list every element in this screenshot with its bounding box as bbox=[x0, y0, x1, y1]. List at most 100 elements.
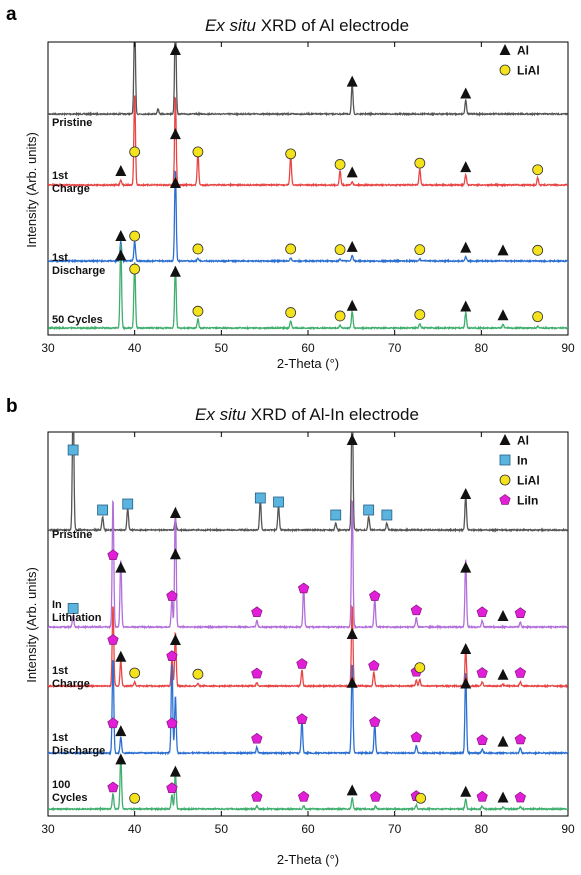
liin-phase-marker bbox=[297, 790, 310, 802]
trace-1st-charge bbox=[48, 604, 568, 689]
liin-phase-marker bbox=[368, 659, 380, 671]
al-phase-marker bbox=[169, 507, 181, 518]
lial-phase-marker bbox=[334, 310, 346, 322]
liin-phase-marker bbox=[166, 717, 178, 729]
al-phase-marker bbox=[460, 561, 472, 573]
al-phase-marker bbox=[346, 784, 358, 796]
panel-b: b Ex situ XRD of Al-In electrode Pristin… bbox=[6, 396, 575, 867]
panel-b-title: Ex situ XRD of Al-In electrode bbox=[195, 405, 419, 424]
al-phase-marker bbox=[346, 628, 358, 639]
panel-a-y-axis-label: Intensity (Arb. units) bbox=[24, 132, 39, 248]
panel-b-letter: b bbox=[6, 396, 18, 417]
liin-phase-marker bbox=[514, 607, 527, 618]
al-phase-marker bbox=[460, 488, 472, 499]
lial-phase-marker bbox=[414, 662, 426, 673]
x-tick-label: 60 bbox=[301, 822, 315, 836]
panel-a-x-axis-label: 2-Theta (°) bbox=[277, 356, 339, 371]
liin-phase-marker bbox=[476, 606, 488, 618]
al-phase-marker bbox=[169, 265, 181, 277]
al-phase-marker bbox=[460, 241, 472, 253]
lial-phase-marker bbox=[129, 263, 141, 275]
legend-lial-label: LiAl bbox=[517, 64, 540, 78]
x-tick-label: 80 bbox=[475, 341, 489, 355]
lial-phase-marker bbox=[532, 311, 544, 323]
liin-phase-marker bbox=[476, 734, 488, 745]
legend-lial-symbol bbox=[499, 474, 511, 486]
lial-phase-marker bbox=[285, 148, 297, 160]
panel-b-y-axis-label: Intensity (Arb. units) bbox=[24, 567, 39, 683]
al-phase-marker bbox=[346, 676, 358, 688]
liin-phase-marker bbox=[107, 549, 119, 561]
liin-phase-marker bbox=[476, 790, 488, 802]
trace-1st-discharge bbox=[48, 660, 568, 756]
legend-liin-label: LiIn bbox=[517, 494, 538, 508]
trace-label: Charge bbox=[52, 183, 90, 195]
x-tick-label: 80 bbox=[475, 822, 489, 836]
legend-al-symbol bbox=[499, 434, 511, 445]
liin-phase-marker bbox=[251, 667, 263, 679]
trace-label: Pristine bbox=[52, 529, 92, 541]
in-phase-marker bbox=[381, 509, 393, 521]
in-phase-marker bbox=[363, 504, 375, 516]
panel-a-x-ticks: 30 40 50 60 70 80 90 bbox=[41, 42, 575, 355]
trace-label: Pristine bbox=[52, 117, 92, 129]
trace-50-cycles bbox=[48, 244, 568, 331]
trace-label: 100 bbox=[52, 779, 70, 791]
lial-phase-marker bbox=[334, 159, 346, 170]
liin-phase-marker bbox=[369, 716, 381, 727]
liin-phase-marker bbox=[296, 713, 308, 724]
liin-phase-marker bbox=[410, 604, 423, 616]
panel-a-traces bbox=[48, 42, 568, 331]
lial-phase-marker bbox=[532, 164, 544, 176]
trace-label: In bbox=[52, 599, 62, 611]
trace-label: 1st bbox=[52, 732, 68, 744]
lial-phase-marker bbox=[129, 230, 141, 242]
trace-label: Charge bbox=[52, 678, 90, 690]
in-phase-marker bbox=[97, 504, 108, 516]
in-phase-marker bbox=[67, 444, 79, 456]
x-tick-label: 60 bbox=[301, 341, 315, 355]
al-phase-marker bbox=[346, 240, 358, 252]
lial-phase-marker bbox=[414, 157, 426, 169]
liin-phase-marker bbox=[166, 782, 178, 793]
lial-phase-marker bbox=[415, 792, 427, 804]
lial-phase-marker bbox=[129, 146, 141, 158]
al-phase-marker bbox=[497, 610, 509, 622]
al-phase-marker bbox=[115, 165, 127, 177]
al-phase-marker bbox=[497, 309, 509, 321]
al-phase-marker bbox=[169, 634, 181, 645]
panel-b-plot-frame bbox=[47, 431, 569, 817]
panel-a-letter: a bbox=[6, 4, 17, 25]
liin-phase-marker bbox=[107, 634, 119, 645]
al-phase-marker bbox=[169, 548, 181, 560]
trace-pristine bbox=[48, 432, 568, 533]
legend-al-label: Al bbox=[517, 434, 529, 448]
liin-phase-marker bbox=[514, 667, 527, 678]
al-phase-marker bbox=[115, 650, 127, 662]
al-phase-marker bbox=[460, 161, 472, 173]
al-phase-marker bbox=[169, 44, 181, 55]
liin-phase-marker bbox=[107, 781, 119, 793]
in-phase-marker bbox=[67, 603, 79, 614]
x-tick-label: 30 bbox=[41, 822, 55, 836]
panel-b-x-axis-label: 2-Theta (°) bbox=[277, 852, 339, 867]
al-phase-marker bbox=[346, 166, 358, 178]
al-phase-marker bbox=[497, 244, 509, 256]
panel-b-trace-labels: PristineInLithiation1stCharge1stDischarg… bbox=[52, 529, 105, 804]
al-phase-marker bbox=[346, 434, 358, 445]
al-phase-marker bbox=[169, 177, 181, 188]
lial-phase-marker bbox=[192, 668, 204, 680]
x-tick-label: 40 bbox=[128, 341, 142, 355]
x-tick-label: 50 bbox=[215, 822, 229, 836]
legend-in-label: In bbox=[517, 454, 528, 468]
lial-phase-marker bbox=[192, 305, 204, 317]
panel-a-plot-frame bbox=[47, 41, 569, 336]
panel-a-legend: Al LiAl bbox=[499, 44, 540, 78]
al-phase-marker bbox=[460, 643, 472, 654]
lial-phase-marker bbox=[532, 244, 544, 256]
lial-phase-marker bbox=[285, 243, 297, 255]
al-phase-marker bbox=[115, 249, 127, 261]
trace-label: Discharge bbox=[52, 745, 105, 757]
legend-liin-symbol bbox=[499, 494, 511, 505]
